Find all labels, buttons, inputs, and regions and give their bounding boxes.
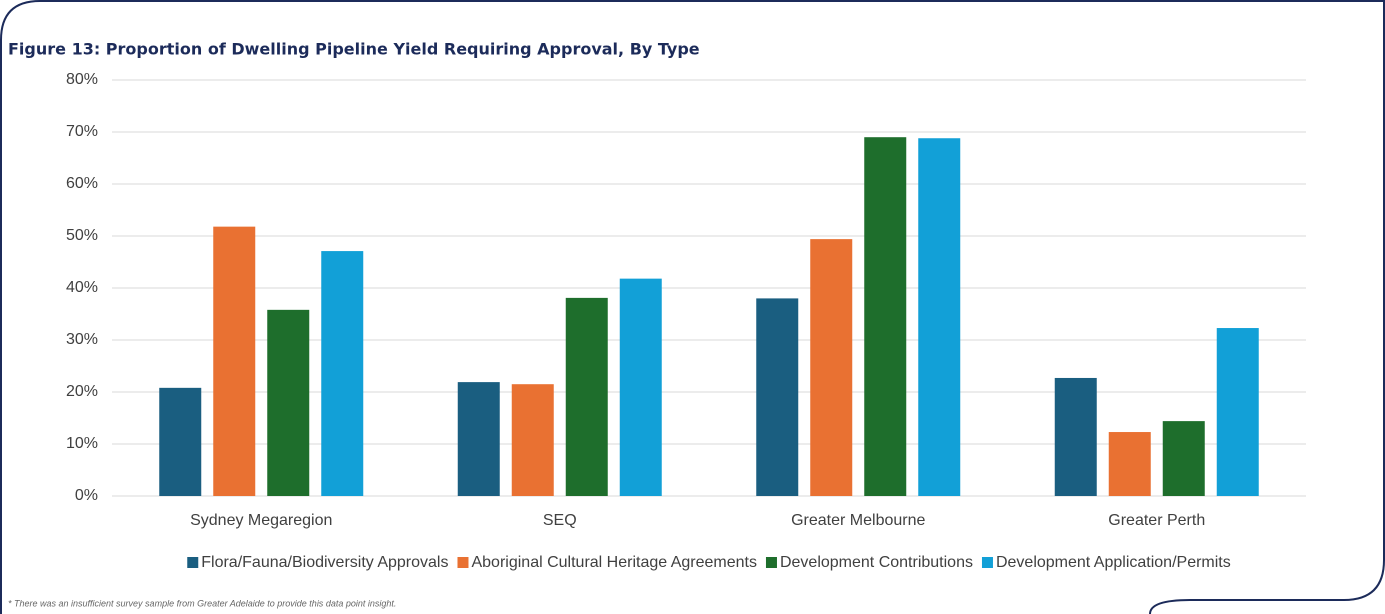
x-tick-label: Greater Melbourne (791, 512, 925, 529)
y-tick-label: 60% (66, 175, 98, 192)
bar (1162, 421, 1205, 496)
y-tick-label: 0% (75, 487, 98, 504)
bar (1216, 328, 1259, 496)
y-tick-label: 10% (66, 435, 98, 452)
y-tick-label: 50% (66, 227, 98, 244)
legend-label: Development Application/Permits (996, 554, 1231, 571)
y-tick-label: 80% (66, 71, 98, 88)
legend-label: Aboriginal Cultural Heritage Agreements (471, 554, 756, 571)
y-tick-label: 70% (66, 123, 98, 140)
bar (619, 278, 662, 496)
legend-label: Development Contributions (780, 554, 973, 571)
legend-swatch (187, 557, 199, 568)
legend-swatch (765, 557, 777, 568)
bar (213, 226, 256, 496)
bar (756, 298, 799, 496)
y-tick-label: 20% (66, 383, 98, 400)
x-tick-label: SEQ (543, 512, 577, 529)
frame-bottom (1149, 0, 1385, 614)
bar (321, 251, 364, 496)
bar (1108, 432, 1151, 496)
x-tick-label: Greater Perth (1108, 512, 1205, 529)
y-tick-label: 40% (66, 279, 98, 296)
legend-swatch (457, 557, 469, 568)
chart-title: Figure 13: Proportion of Dwelling Pipeli… (8, 40, 700, 59)
bar (457, 382, 500, 496)
y-tick-label: 30% (66, 331, 98, 348)
bar (159, 387, 202, 496)
bar (511, 384, 554, 496)
bar (918, 138, 961, 497)
bar (810, 239, 853, 496)
footnote: * There was an insufficient survey sampl… (8, 598, 396, 608)
legend-swatch (981, 557, 993, 568)
x-tick-label: Sydney Megaregion (190, 512, 332, 529)
bar (864, 137, 907, 496)
bar (267, 309, 310, 496)
bar (565, 297, 608, 496)
legend-label: Flora/Fauna/Biodiversity Approvals (201, 554, 448, 571)
bar (1054, 377, 1097, 496)
